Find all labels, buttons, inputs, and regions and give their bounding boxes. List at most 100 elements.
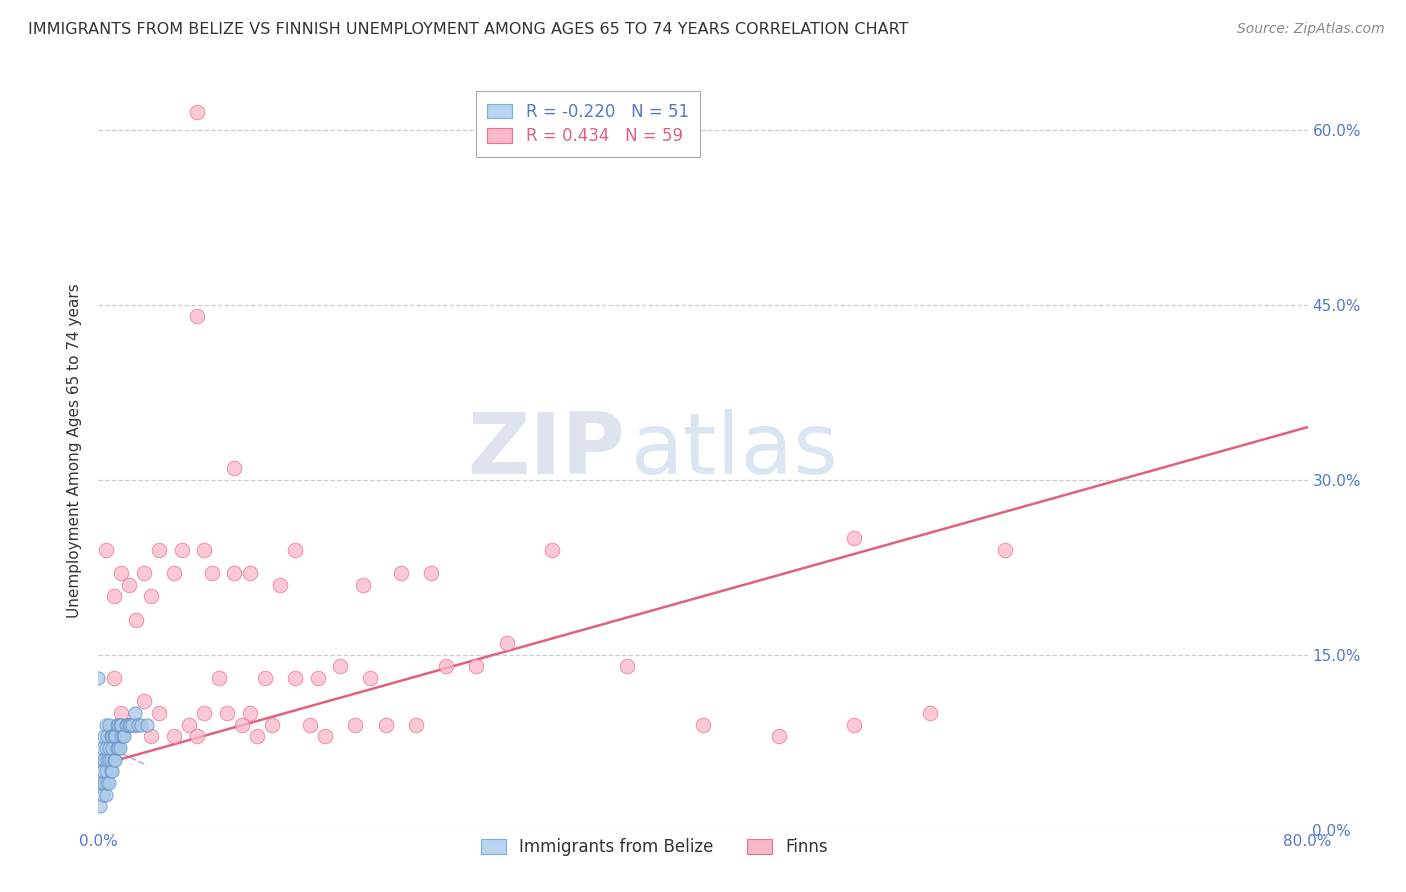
Point <box>108 740 131 755</box>
Point <box>844 531 866 545</box>
Point <box>94 717 117 731</box>
Point <box>96 776 118 790</box>
Point <box>148 542 170 557</box>
Point <box>844 717 866 731</box>
Point <box>101 764 124 779</box>
Point <box>96 729 118 743</box>
Point <box>360 671 382 685</box>
Point <box>98 776 121 790</box>
Point <box>692 717 714 731</box>
Point <box>87 671 110 685</box>
Point <box>91 740 114 755</box>
Point <box>246 729 269 743</box>
Point <box>307 671 329 685</box>
Point <box>374 717 396 731</box>
Point <box>768 729 790 743</box>
Point <box>104 729 127 743</box>
Point <box>90 776 112 790</box>
Point <box>94 542 117 557</box>
Point <box>94 788 117 802</box>
Point <box>495 636 517 650</box>
Text: atlas: atlas <box>630 409 838 492</box>
Point <box>89 799 111 814</box>
Point <box>132 694 155 708</box>
Point <box>98 717 121 731</box>
Text: IMMIGRANTS FROM BELIZE VS FINNISH UNEMPLOYMENT AMONG AGES 65 TO 74 YEARS CORRELA: IMMIGRANTS FROM BELIZE VS FINNISH UNEMPL… <box>28 22 908 37</box>
Point <box>193 706 215 720</box>
Point <box>284 542 307 557</box>
Point <box>103 729 125 743</box>
Point <box>118 717 141 731</box>
Point <box>91 764 114 779</box>
Point <box>132 566 155 580</box>
Point <box>269 577 291 591</box>
Point <box>93 729 115 743</box>
Y-axis label: Unemployment Among Ages 65 to 74 years: Unemployment Among Ages 65 to 74 years <box>67 283 83 618</box>
Point <box>94 764 117 779</box>
Point <box>93 753 115 767</box>
Point <box>94 740 117 755</box>
Point <box>465 659 488 673</box>
Legend: Immigrants from Belize, Finns: Immigrants from Belize, Finns <box>474 831 835 863</box>
Point <box>114 717 136 731</box>
Point <box>224 566 246 580</box>
Point <box>239 566 262 580</box>
Point <box>186 105 208 120</box>
Point <box>170 542 193 557</box>
Point <box>420 566 443 580</box>
Point <box>163 566 186 580</box>
Point <box>110 729 132 743</box>
Point <box>201 566 224 580</box>
Point <box>239 706 262 720</box>
Point <box>329 659 352 673</box>
Point <box>994 542 1017 557</box>
Point <box>125 717 148 731</box>
Point <box>101 729 124 743</box>
Point <box>98 740 121 755</box>
Point <box>125 613 148 627</box>
Point <box>186 729 208 743</box>
Point <box>193 542 215 557</box>
Text: ZIP: ZIP <box>467 409 624 492</box>
Point <box>108 717 131 731</box>
Point <box>389 566 412 580</box>
Point <box>111 729 134 743</box>
Point <box>110 717 132 731</box>
Point <box>918 706 941 720</box>
Point <box>124 706 146 720</box>
Point <box>253 671 276 685</box>
Point <box>141 589 163 603</box>
Point <box>120 717 142 731</box>
Point <box>101 740 124 755</box>
Point <box>299 717 322 731</box>
Point <box>98 753 121 767</box>
Point <box>186 310 208 324</box>
Point <box>90 753 112 767</box>
Point <box>163 729 186 743</box>
Point <box>112 729 135 743</box>
Point <box>107 740 129 755</box>
Point <box>100 729 122 743</box>
Point <box>314 729 336 743</box>
Point <box>110 706 132 720</box>
Point <box>118 717 141 731</box>
Point <box>405 717 427 731</box>
Point <box>91 788 114 802</box>
Point <box>96 753 118 767</box>
Point <box>148 706 170 720</box>
Text: Source: ZipAtlas.com: Source: ZipAtlas.com <box>1237 22 1385 37</box>
Point <box>121 717 143 731</box>
Point <box>215 706 238 720</box>
Point <box>110 566 132 580</box>
Point <box>129 717 152 731</box>
Point <box>352 577 374 591</box>
Point <box>179 717 201 731</box>
Point <box>141 729 163 743</box>
Point <box>107 717 129 731</box>
Point <box>262 717 284 731</box>
Point <box>105 717 128 731</box>
Point <box>93 776 115 790</box>
Point <box>104 753 127 767</box>
Point <box>135 717 157 731</box>
Point <box>127 717 149 731</box>
